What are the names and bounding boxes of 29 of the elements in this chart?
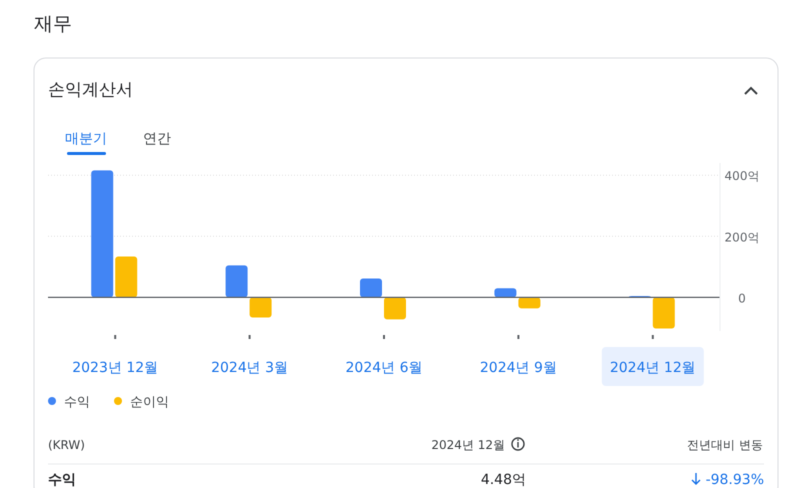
text: (KRW) bbox=[48, 438, 85, 452]
x-tick-label: 2023년 12월 bbox=[72, 360, 158, 376]
chart-subtitle: 손익계산서 bbox=[48, 80, 133, 100]
text: 4.48억 bbox=[480, 472, 526, 488]
x-tick-label: 2024년 6월 bbox=[346, 360, 422, 376]
legend-label: 수익 bbox=[64, 395, 90, 410]
text: 전년대비 변동 bbox=[687, 438, 763, 452]
bar bbox=[652, 297, 675, 329]
legend-label: 순이익 bbox=[130, 395, 169, 410]
text: -98.93% bbox=[706, 472, 764, 488]
text: 2024년 12월 bbox=[431, 438, 505, 452]
bar bbox=[518, 297, 540, 308]
bar bbox=[250, 297, 272, 318]
y-tick-label: 200억 bbox=[724, 230, 760, 244]
bar bbox=[360, 278, 382, 298]
text: 연간 bbox=[143, 131, 171, 147]
bar bbox=[494, 288, 516, 298]
bar bbox=[115, 256, 138, 298]
text: 수익 bbox=[48, 472, 76, 488]
y-tick-label: 0 bbox=[738, 291, 746, 306]
bar bbox=[226, 265, 248, 298]
y-tick-label: 400억 bbox=[724, 169, 760, 184]
x-tick-label: 2024년 9월 bbox=[480, 360, 557, 376]
bar bbox=[384, 297, 406, 320]
x-tick-label: 2024년 3월 bbox=[211, 360, 288, 376]
bar bbox=[91, 170, 114, 298]
text: 매분기 bbox=[65, 131, 107, 147]
chart-title: 재무 bbox=[34, 13, 72, 35]
x-tick-label: 2024년 12월 bbox=[610, 360, 696, 376]
